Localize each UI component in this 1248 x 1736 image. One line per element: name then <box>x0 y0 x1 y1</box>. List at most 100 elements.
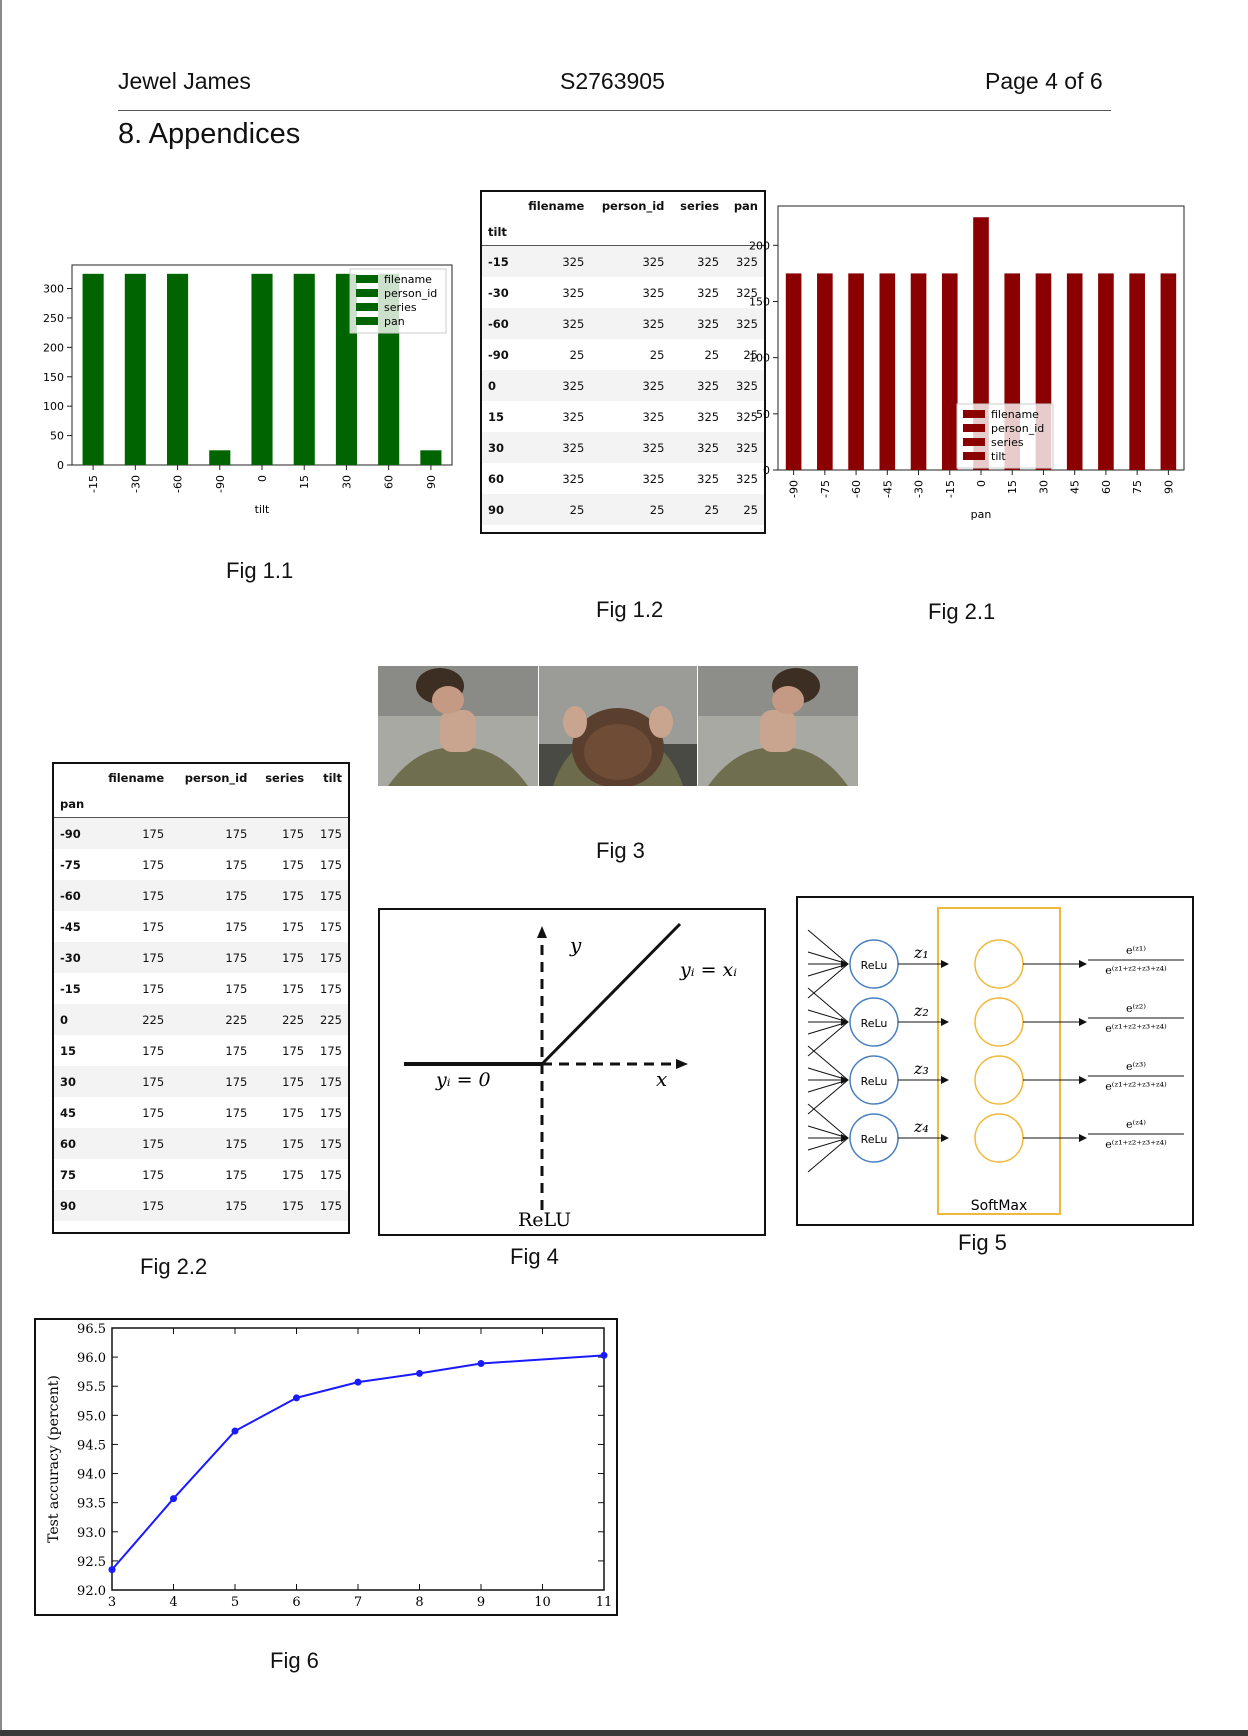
table-cell: 175 <box>320 1043 342 1058</box>
softmax-neuron-4 <box>974 1113 1024 1163</box>
relu-eq-right: yᵢ = xᵢ <box>679 959 737 981</box>
softmax-neuron-2 <box>974 997 1024 1047</box>
table-cell: 325 <box>697 409 720 424</box>
table-cell: 175 <box>142 1167 165 1182</box>
column-header-person_id: person_id <box>601 199 665 213</box>
x-tick-label-60: 60 <box>383 475 396 489</box>
table-cell: 175 <box>320 1167 342 1182</box>
bar--75 <box>817 273 833 470</box>
x-tick-label: 9 <box>477 1595 485 1610</box>
legend-label-series: series <box>384 301 417 314</box>
column-header-pan: pan <box>733 199 758 213</box>
input-line <box>807 951 849 965</box>
row-index: -15 <box>60 981 81 996</box>
input-line <box>807 1079 849 1115</box>
x-tick-label--15: -15 <box>944 480 957 498</box>
table-cell: 175 <box>310 1128 348 1159</box>
bar-75 <box>1129 273 1145 470</box>
x-axis-label: pan <box>971 508 992 520</box>
x-tick-label--90: -90 <box>214 475 227 493</box>
x-tick-label-75: 75 <box>1131 480 1144 494</box>
fig5-softmax-frame: SoftMax ReLu z₁ e⁽ᶻ¹⁾ e⁽ᶻ¹⁺ᶻ²⁺ᶻ³⁺ᶻ⁴⁾ ReLu z₂ e… <box>796 896 1194 1226</box>
bar-45 <box>1066 273 1083 470</box>
softmax-numerator-3: e⁽ᶻ³⁾ <box>1126 1060 1146 1073</box>
relu-x-arrow <box>676 1059 688 1069</box>
row-index: -15 <box>482 245 518 277</box>
y-tick-label: 96.0 <box>77 1351 106 1366</box>
x-tick-label: 4 <box>169 1595 177 1610</box>
table-cell: 25 <box>670 494 726 525</box>
table-cell: 325 <box>736 471 758 486</box>
table-row: -90 25 25 25 25 <box>482 339 764 370</box>
row-index: 15 <box>60 1043 77 1058</box>
x-tick-label: 11 <box>596 1595 613 1610</box>
table-cell: 175 <box>225 981 248 996</box>
table-cell: 175 <box>310 942 348 973</box>
table-cell: 175 <box>142 981 165 996</box>
relu-neuron-label: ReLu <box>861 1075 888 1088</box>
row-index: 0 <box>54 1004 95 1035</box>
table-cell: 175 <box>94 1190 171 1221</box>
row-index: 15 <box>488 409 505 424</box>
table-row: 15 325 325 325 325 <box>482 401 764 432</box>
z-label-1: z₁ <box>913 943 929 962</box>
data-point-3 <box>108 1566 116 1574</box>
table-cell: 175 <box>225 1043 248 1058</box>
table-cell: 325 <box>670 432 726 463</box>
bar--45 <box>879 273 896 470</box>
table-cell: 325 <box>697 471 720 486</box>
table-cell: 325 <box>590 370 671 401</box>
table-cell: 325 <box>590 245 671 277</box>
column-header-person_id: person_id <box>184 771 248 785</box>
row-index: -90 <box>54 817 95 849</box>
table-cell: 175 <box>94 1066 171 1097</box>
table-cell: 175 <box>310 817 348 849</box>
table-cell: 325 <box>670 245 726 277</box>
y-tick-label: 0 <box>763 464 770 477</box>
bar-15 <box>293 273 315 465</box>
table-cell: 325 <box>725 245 764 277</box>
bar--15 <box>82 273 104 465</box>
table-cell: 175 <box>142 1105 165 1120</box>
caption-fig1-2: Fig 1.2 <box>596 597 664 622</box>
legend-label-filename: filename <box>991 408 1039 421</box>
row-index: -60 <box>482 308 518 339</box>
fig6-line-chart: 92.0 92.5 93.0 93.5 94.0 94.5 95.0 95.5 96.0 96.5… <box>46 1322 613 1610</box>
table-cell: 25 <box>704 347 720 362</box>
table-row: -30 325 325 325 325 <box>482 277 764 308</box>
input-line <box>807 1009 849 1023</box>
legend-swatch-filename <box>356 275 378 283</box>
y-tick-label: 93.5 <box>77 1497 106 1512</box>
relu-neuron-label: ReLu <box>861 1017 888 1030</box>
table-row: -30 175 175 175 175 <box>54 942 348 973</box>
softmax-neuron-3 <box>974 1055 1024 1105</box>
y-tick-label: 92.5 <box>77 1555 106 1570</box>
table-cell: 325 <box>697 285 720 300</box>
fig2-2-table-frame: filename person_id series tilt pan -90 175 175 1… <box>52 762 350 1234</box>
y-tick-label: 250 <box>43 312 64 325</box>
row-index: -60 <box>54 880 95 911</box>
page-left-edge <box>0 0 2 1736</box>
y-tick-label: 200 <box>43 341 64 354</box>
table-cell: 25 <box>569 347 585 362</box>
y-axis-label: Test accuracy (percent) <box>46 1375 62 1543</box>
table-row: 60 175 175 175 175 <box>54 1128 348 1159</box>
y-tick-label: 150 <box>43 371 64 384</box>
bar-0 <box>251 273 273 465</box>
table-row: 0 225 225 225 225 <box>54 1004 348 1035</box>
table-cell: 325 <box>670 370 726 401</box>
softmax-label: SoftMax <box>971 1198 1028 1214</box>
x-tick-label--30: -30 <box>913 480 926 498</box>
relu-x-label: x <box>656 1067 667 1091</box>
table-cell: 25 <box>517 494 591 525</box>
x-tick-label-0: 0 <box>975 480 988 487</box>
x-tick-label-0: 0 <box>256 475 269 482</box>
y-tick-label: 50 <box>50 430 64 443</box>
legend-swatch-series <box>356 303 378 311</box>
table-cell: 175 <box>253 1066 311 1097</box>
table-cell: 175 <box>94 817 171 849</box>
x-tick-label--30: -30 <box>129 475 142 493</box>
softmax-denominator-3: e⁽ᶻ¹⁺ᶻ²⁺ᶻ³⁺ᶻ⁴⁾ <box>1105 1080 1167 1093</box>
x-tick-label: 8 <box>415 1595 423 1610</box>
